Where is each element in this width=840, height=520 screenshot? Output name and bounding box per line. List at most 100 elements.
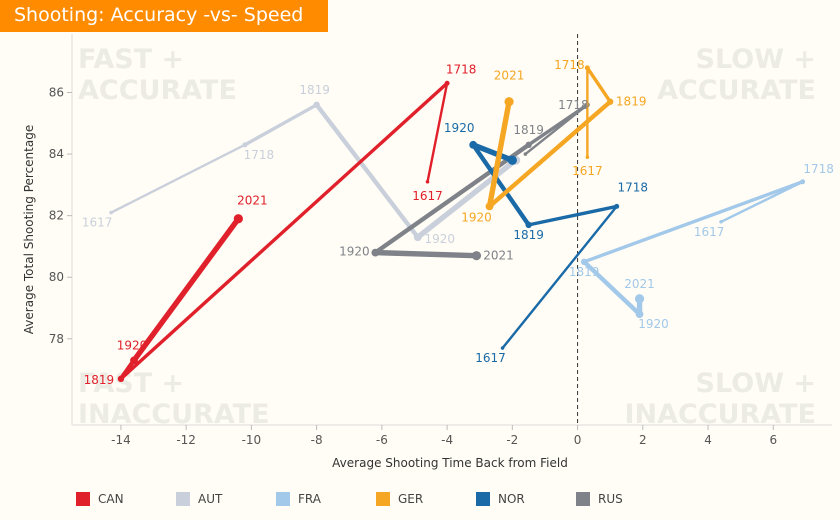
legend-label: RUS — [598, 492, 623, 506]
title-bar: Shooting: Accuracy -vs- Speed — [0, 0, 328, 32]
quadrant-label-bottom-right: SLOW + — [696, 368, 816, 399]
legend-label: GER — [398, 492, 424, 506]
y-tick-label: 86 — [49, 85, 64, 99]
legend-swatch — [576, 492, 590, 506]
x-tick-label: -10 — [242, 433, 262, 447]
series-segment — [415, 157, 519, 240]
x-tick-label: -4 — [441, 433, 453, 447]
data-point — [606, 98, 614, 105]
series-aut — [109, 101, 521, 242]
data-point — [585, 155, 590, 159]
legend-item-nor[interactable]: NOR — [476, 492, 576, 506]
legend-swatch — [76, 492, 90, 506]
series-segment — [314, 102, 420, 240]
legend: CAN AUT FRA GER NOR RUS — [76, 492, 676, 506]
data-point — [525, 141, 532, 149]
quadrant-label-top-right: SLOW + — [696, 44, 816, 75]
point-label: 1718 — [244, 148, 275, 162]
series-segment — [581, 259, 642, 317]
legend-item-aut[interactable]: AUT — [176, 492, 276, 506]
point-label: 1617 — [475, 351, 506, 365]
legend-label: FRA — [298, 492, 321, 506]
quadrant-label-top-left: FAST + — [78, 44, 184, 75]
data-point — [719, 220, 723, 224]
data-point — [634, 294, 645, 304]
data-point — [523, 152, 528, 156]
point-label: 2021 — [624, 277, 655, 291]
data-point — [635, 310, 644, 319]
series-segment — [526, 204, 619, 227]
x-tick-label: -14 — [111, 433, 131, 447]
legend-item-ger[interactable]: GER — [376, 492, 476, 506]
series-segment — [486, 99, 512, 210]
legend-swatch — [476, 492, 490, 506]
point-label: 2021 — [494, 69, 525, 83]
series-segment — [470, 142, 516, 163]
point-label: 1920 — [461, 210, 492, 224]
series-segment — [372, 249, 480, 259]
quadrant-label-top-right: ACCURATE — [657, 75, 816, 106]
point-label: 1819 — [299, 83, 330, 97]
x-tick-label: -6 — [376, 433, 388, 447]
data-point — [130, 356, 138, 365]
series-segment — [119, 81, 449, 381]
x-tick-label: -8 — [311, 433, 323, 447]
point-label: 1819 — [513, 123, 544, 137]
series-can — [117, 80, 450, 383]
series-segment — [373, 142, 531, 255]
point-label: 1920 — [444, 121, 475, 135]
data-point — [313, 101, 320, 109]
point-label: 1718 — [617, 180, 648, 194]
series-rus — [371, 102, 590, 261]
data-point — [425, 179, 430, 184]
series-segment — [582, 180, 805, 264]
point-label: 1617 — [694, 225, 725, 239]
legend-item-fra[interactable]: FRA — [276, 492, 376, 506]
point-label: 1819 — [616, 95, 647, 109]
point-label: 2021 — [237, 194, 268, 208]
series-segment — [131, 216, 242, 364]
point-label: 1920 — [117, 338, 148, 352]
y-tick-label: 84 — [49, 147, 64, 161]
point-label: 1617 — [572, 164, 603, 178]
quadrant-label-bottom-left: FAST + — [78, 368, 184, 399]
data-point — [485, 202, 494, 211]
data-point — [500, 346, 505, 350]
series-ger — [485, 65, 614, 211]
point-label: 1819 — [84, 373, 115, 387]
data-point — [413, 233, 422, 242]
x-tick-label: 4 — [704, 433, 712, 447]
point-label: 1718 — [803, 162, 834, 176]
legend-swatch — [176, 492, 190, 506]
data-point — [504, 97, 514, 107]
point-label: 1718 — [554, 58, 585, 72]
y-tick-label: 78 — [49, 332, 64, 346]
data-point — [233, 214, 243, 224]
data-point — [371, 248, 380, 257]
data-point — [525, 221, 532, 229]
chart-title: Shooting: Accuracy -vs- Speed — [14, 4, 304, 26]
point-label: 1718 — [446, 62, 477, 76]
point-label: 1718 — [558, 98, 589, 112]
legend-item-rus[interactable]: RUS — [576, 492, 676, 506]
data-point — [580, 258, 588, 266]
data-point — [444, 80, 450, 86]
point-label: 1920 — [424, 232, 455, 246]
y-axis-title: Average Total Shooting Percentage — [22, 125, 36, 334]
point-label: 1920 — [638, 317, 669, 331]
legend-item-can[interactable]: CAN — [76, 492, 176, 506]
x-tick-label: 2 — [639, 433, 647, 447]
data-point — [507, 155, 517, 165]
series-segment — [585, 66, 612, 104]
series-segment — [426, 82, 449, 183]
data-point — [584, 65, 590, 71]
data-point — [117, 375, 125, 383]
data-point — [471, 251, 482, 261]
x-tick-label: -12 — [176, 433, 196, 447]
series-segment — [501, 205, 618, 350]
point-label: 1617 — [82, 216, 113, 230]
series-fra — [580, 179, 806, 319]
series-segment — [471, 142, 531, 228]
x-axis-title: Average Shooting Time Back from Field — [332, 456, 568, 470]
